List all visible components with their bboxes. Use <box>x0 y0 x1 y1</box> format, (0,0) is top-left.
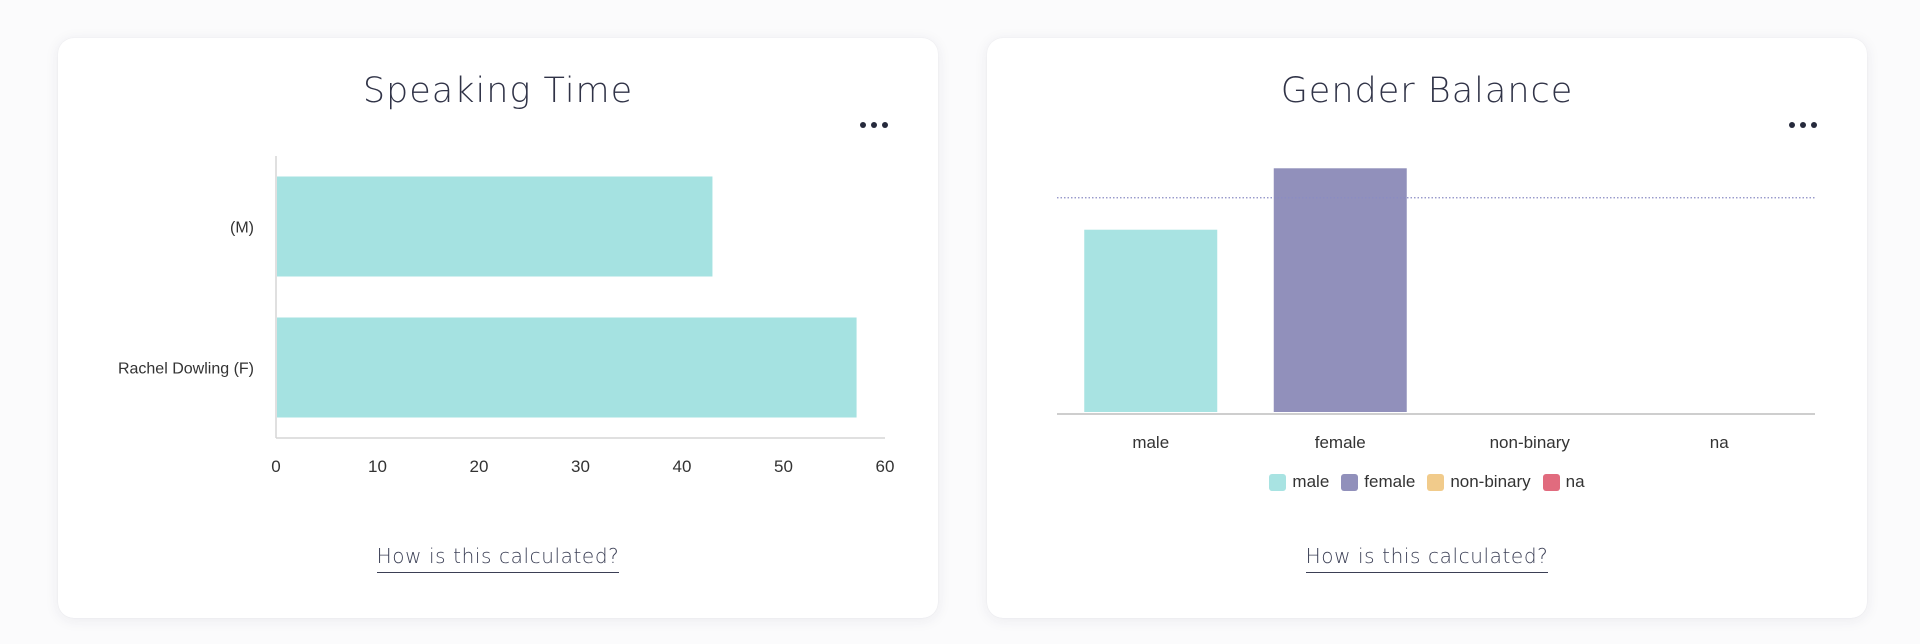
x-tick-label: 10 <box>368 457 387 476</box>
legend-item-na[interactable]: na <box>1542 472 1585 492</box>
x-tick-label: 50 <box>774 457 793 476</box>
x-tick-label: non-binary <box>1490 433 1571 452</box>
legend-swatch <box>1542 473 1560 491</box>
bar[interactable] <box>277 176 713 277</box>
bar-male[interactable] <box>1084 229 1218 412</box>
how-calculated-link[interactable]: How is this calculated? <box>1305 544 1549 573</box>
dot-icon <box>1789 122 1795 128</box>
x-tick-label: 30 <box>571 457 590 476</box>
dot-icon <box>1800 122 1806 128</box>
speaking-time-title: Speaking Time <box>362 71 634 111</box>
dot-icon <box>871 122 877 128</box>
more-options-button[interactable] <box>860 118 888 132</box>
gender-balance-chart: male female non-binary na <box>1057 168 1815 452</box>
dot-icon <box>1811 122 1817 128</box>
chart-legend: male female non-binary na <box>987 472 1867 492</box>
legend-label: female <box>1364 472 1416 491</box>
speaking-time-card: Speaking Time (M) Rachel Dowling (F) 0 10 20… <box>58 38 938 618</box>
legend-item-female[interactable]: female <box>1341 472 1415 492</box>
x-tick-label: male <box>1132 433 1169 452</box>
gender-balance-card: Gender Balance male female non-binary na ma… <box>987 38 1867 618</box>
more-options-button[interactable] <box>1789 118 1817 132</box>
legend-swatch <box>1269 473 1287 491</box>
x-tick-label: 60 <box>876 457 895 476</box>
y-tick-label: (M) <box>230 220 254 237</box>
legend-item-non-binary[interactable]: non-binary <box>1427 472 1531 492</box>
x-tick-label: 20 <box>470 457 489 476</box>
bar[interactable] <box>277 317 857 418</box>
calc-link-wrapper: How is this calculated? <box>987 544 1867 573</box>
legend-item-male[interactable]: male <box>1269 472 1329 492</box>
speaking-time-chart: (M) Rachel Dowling (F) 0 10 20 30 40 50 60 <box>118 156 895 476</box>
x-tick-label: female <box>1315 433 1366 452</box>
how-calculated-link[interactable]: How is this calculated? <box>376 544 620 573</box>
x-tick-label: 40 <box>673 457 692 476</box>
dot-icon <box>860 122 866 128</box>
legend-swatch <box>1341 473 1359 491</box>
legend-label: non-binary <box>1450 472 1531 491</box>
dot-icon <box>882 122 888 128</box>
legend-swatch <box>1427 473 1445 491</box>
legend-label: male <box>1292 472 1330 491</box>
bar-female[interactable] <box>1273 168 1407 412</box>
x-tick-label: 0 <box>271 457 280 476</box>
y-tick-label: Rachel Dowling (F) <box>118 361 254 378</box>
gender-balance-title: Gender Balance <box>1280 71 1574 111</box>
calc-link-wrapper: How is this calculated? <box>58 544 938 573</box>
legend-label: na <box>1565 472 1585 491</box>
x-tick-label: na <box>1710 433 1729 452</box>
